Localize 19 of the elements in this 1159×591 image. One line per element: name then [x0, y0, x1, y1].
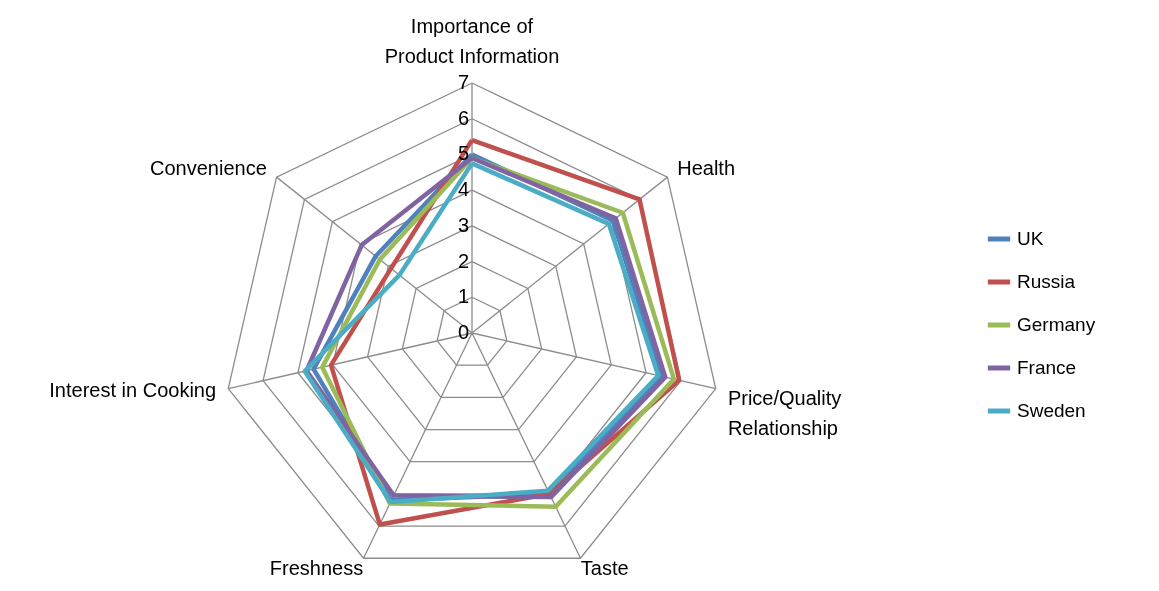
spoke-label: Health: [677, 157, 736, 180]
y-tick-label: 2: [458, 249, 470, 272]
y-tick-label: 4: [458, 178, 470, 201]
spoke-label: Convenience: [150, 157, 267, 180]
legend-label: Germany: [1017, 314, 1096, 335]
spoke-label: Freshness: [269, 556, 364, 579]
y-tick-label: 0: [458, 321, 470, 343]
y-tick-label: 6: [458, 106, 470, 129]
legend-label: UK: [1017, 228, 1044, 249]
spoke-label: Interest in Cooking: [49, 379, 217, 402]
spoke-label: Price/Quality Relationship: [727, 386, 842, 439]
spoke-label: Importance of Product Information: [384, 14, 560, 67]
y-tick-label: 1: [458, 285, 470, 308]
legend-label: Russia: [1017, 271, 1076, 292]
legend-label: France: [1017, 357, 1077, 378]
spoke-label: Taste: [580, 556, 629, 579]
legend-label: Sweden: [1017, 400, 1086, 421]
y-tick-label: 3: [458, 213, 470, 236]
y-tick-label: 7: [458, 71, 470, 93]
